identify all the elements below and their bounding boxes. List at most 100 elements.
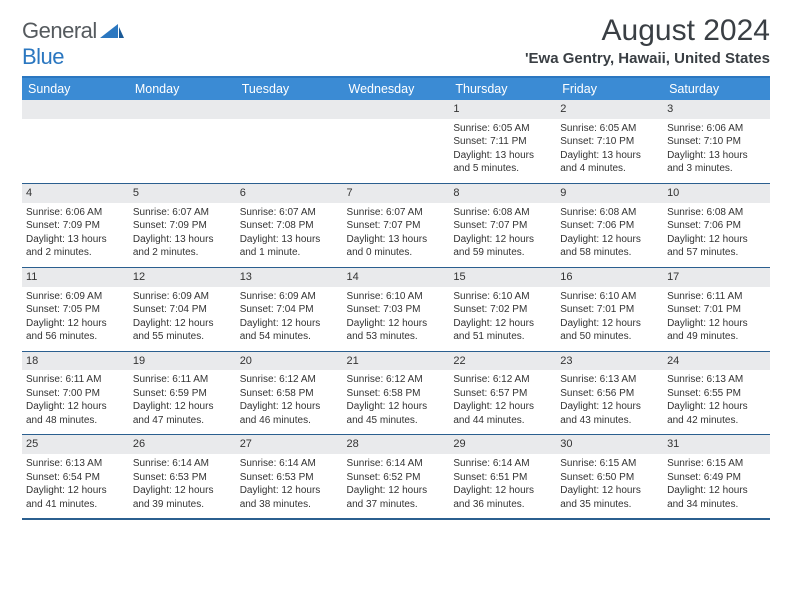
day-cell <box>236 100 343 183</box>
day-cell: 20 Sunrise: 6:12 AMSunset: 6:58 PMDayligh… <box>236 351 343 435</box>
sunrise: Sunrise: 6:14 AM <box>453 457 552 471</box>
day-number-empty <box>343 100 450 119</box>
daylight: Daylight: 12 hours and 43 minutes. <box>560 400 659 427</box>
sunset: Sunset: 7:08 PM <box>240 219 339 233</box>
day-cell <box>129 100 236 183</box>
day-number: 31 <box>663 435 770 454</box>
daylight: Daylight: 12 hours and 37 minutes. <box>347 484 446 511</box>
day-number: 12 <box>129 268 236 287</box>
sunset: Sunset: 7:06 PM <box>667 219 766 233</box>
day-number: 20 <box>236 352 343 371</box>
sunrise: Sunrise: 6:12 AM <box>453 373 552 387</box>
logo-sail-icon <box>100 24 124 38</box>
dayname: Tuesday <box>236 77 343 100</box>
day-number: 19 <box>129 352 236 371</box>
daylight: Daylight: 12 hours and 41 minutes. <box>26 484 125 511</box>
sunset: Sunset: 6:57 PM <box>453 387 552 401</box>
sunrise: Sunrise: 6:14 AM <box>133 457 232 471</box>
sunset: Sunset: 6:56 PM <box>560 387 659 401</box>
daylight: Daylight: 12 hours and 47 minutes. <box>133 400 232 427</box>
daylight: Daylight: 12 hours and 38 minutes. <box>240 484 339 511</box>
sunset: Sunset: 7:00 PM <box>26 387 125 401</box>
daylight: Daylight: 12 hours and 53 minutes. <box>347 317 446 344</box>
day-cell: 1Sunrise: 6:05 AMSunset: 7:11 PMDaylight… <box>449 100 556 183</box>
sunset: Sunset: 6:55 PM <box>667 387 766 401</box>
daylight: Daylight: 12 hours and 55 minutes. <box>133 317 232 344</box>
day-cell: 29Sunrise: 6:14 AMSunset: 6:51 PMDayligh… <box>449 435 556 519</box>
day-number: 8 <box>449 184 556 203</box>
day-cell: 28Sunrise: 6:14 AMSunset: 6:52 PMDayligh… <box>343 435 450 519</box>
daylight: Daylight: 12 hours and 57 minutes. <box>667 233 766 260</box>
month-title: August 2024 <box>525 14 770 48</box>
dayname: Wednesday <box>343 77 450 100</box>
day-cell: 23Sunrise: 6:13 AMSunset: 6:56 PMDayligh… <box>556 351 663 435</box>
daylight: Daylight: 12 hours and 50 minutes. <box>560 317 659 344</box>
sunrise: Sunrise: 6:10 AM <box>560 290 659 304</box>
day-cell: 6Sunrise: 6:07 AMSunset: 7:08 PMDaylight… <box>236 183 343 267</box>
week-row: 25Sunrise: 6:13 AMSunset: 6:54 PMDayligh… <box>22 435 770 519</box>
day-number: 27 <box>236 435 343 454</box>
daylight: Daylight: 12 hours and 42 minutes. <box>667 400 766 427</box>
sunset: Sunset: 7:06 PM <box>560 219 659 233</box>
daylight: Daylight: 12 hours and 36 minutes. <box>453 484 552 511</box>
dayname: Friday <box>556 77 663 100</box>
daylight: Daylight: 13 hours and 2 minutes. <box>133 233 232 260</box>
day-number: 9 <box>556 184 663 203</box>
dayname: Monday <box>129 77 236 100</box>
day-cell: 27Sunrise: 6:14 AMSunset: 6:53 PMDayligh… <box>236 435 343 519</box>
sunrise: Sunrise: 6:14 AM <box>347 457 446 471</box>
daylight: Daylight: 12 hours and 34 minutes. <box>667 484 766 511</box>
dayname: Sunday <box>22 77 129 100</box>
sunset: Sunset: 7:07 PM <box>347 219 446 233</box>
daylight: Daylight: 13 hours and 3 minutes. <box>667 149 766 176</box>
day-number: 18 <box>22 352 129 371</box>
sunset: Sunset: 7:01 PM <box>560 303 659 317</box>
sunrise: Sunrise: 6:10 AM <box>347 290 446 304</box>
sunset: Sunset: 7:01 PM <box>667 303 766 317</box>
day-number: 4 <box>22 184 129 203</box>
daylight: Daylight: 12 hours and 45 minutes. <box>347 400 446 427</box>
day-cell: 26Sunrise: 6:14 AMSunset: 6:53 PMDayligh… <box>129 435 236 519</box>
day-cell: 16Sunrise: 6:10 AMSunset: 7:01 PMDayligh… <box>556 267 663 351</box>
sunrise: Sunrise: 6:07 AM <box>347 206 446 220</box>
day-cell: 11Sunrise: 6:09 AMSunset: 7:05 PMDayligh… <box>22 267 129 351</box>
daylight: Daylight: 13 hours and 0 minutes. <box>347 233 446 260</box>
logo-text-1: General <box>22 18 97 43</box>
day-number: 30 <box>556 435 663 454</box>
daylight: Daylight: 12 hours and 46 minutes. <box>240 400 339 427</box>
day-cell: 22Sunrise: 6:12 AMSunset: 6:57 PMDayligh… <box>449 351 556 435</box>
calendar-table: Sunday Monday Tuesday Wednesday Thursday… <box>22 76 770 520</box>
sunset: Sunset: 6:54 PM <box>26 471 125 485</box>
day-cell: 2Sunrise: 6:05 AMSunset: 7:10 PMDaylight… <box>556 100 663 183</box>
day-number: 13 <box>236 268 343 287</box>
location: 'Ewa Gentry, Hawaii, United States <box>525 50 770 67</box>
sunrise: Sunrise: 6:09 AM <box>240 290 339 304</box>
day-cell: 30Sunrise: 6:15 AMSunset: 6:50 PMDayligh… <box>556 435 663 519</box>
day-number: 1 <box>449 100 556 119</box>
sunset: Sunset: 6:58 PM <box>240 387 339 401</box>
sunset: Sunset: 7:04 PM <box>133 303 232 317</box>
day-cell <box>22 100 129 183</box>
daylight: Daylight: 13 hours and 2 minutes. <box>26 233 125 260</box>
day-cell: 15Sunrise: 6:10 AMSunset: 7:02 PMDayligh… <box>449 267 556 351</box>
day-cell: 10Sunrise: 6:08 AMSunset: 7:06 PMDayligh… <box>663 183 770 267</box>
day-cell: 14Sunrise: 6:10 AMSunset: 7:03 PMDayligh… <box>343 267 450 351</box>
sunset: Sunset: 7:10 PM <box>667 135 766 149</box>
sunrise: Sunrise: 6:05 AM <box>560 122 659 136</box>
day-number: 6 <box>236 184 343 203</box>
header: General Blue August 2024 'Ewa Gentry, Ha… <box>22 14 770 70</box>
week-row: 18Sunrise: 6:11 AMSunset: 7:00 PMDayligh… <box>22 351 770 435</box>
day-number: 25 <box>22 435 129 454</box>
day-number-empty <box>236 100 343 119</box>
sunrise: Sunrise: 6:06 AM <box>667 122 766 136</box>
daylight: Daylight: 13 hours and 1 minute. <box>240 233 339 260</box>
sunrise: Sunrise: 6:12 AM <box>240 373 339 387</box>
day-cell: 18Sunrise: 6:11 AMSunset: 7:00 PMDayligh… <box>22 351 129 435</box>
daylight: Daylight: 13 hours and 5 minutes. <box>453 149 552 176</box>
daylight: Daylight: 12 hours and 56 minutes. <box>26 317 125 344</box>
daylight: Daylight: 12 hours and 35 minutes. <box>560 484 659 511</box>
day-number: 5 <box>129 184 236 203</box>
sunset: Sunset: 7:10 PM <box>560 135 659 149</box>
day-cell: 13Sunrise: 6:09 AMSunset: 7:04 PMDayligh… <box>236 267 343 351</box>
day-number-empty <box>129 100 236 119</box>
